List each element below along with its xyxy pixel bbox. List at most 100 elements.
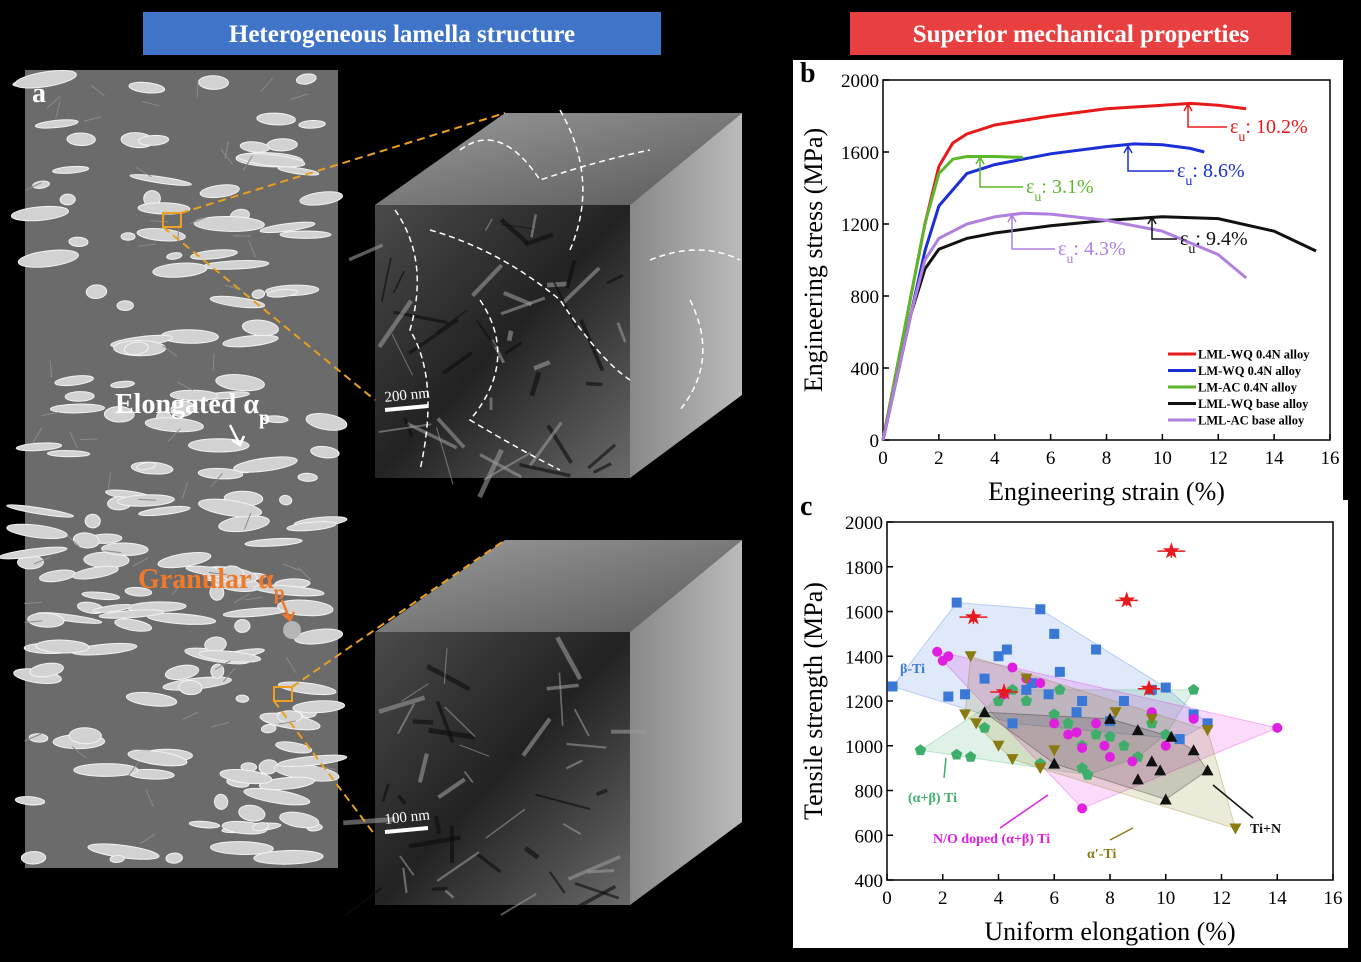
y-tick-label: 1000 bbox=[845, 737, 883, 758]
tem-contrast bbox=[586, 384, 602, 385]
annotation-part: : 8.6% bbox=[1192, 160, 1244, 182]
marker bbox=[943, 651, 953, 661]
marker bbox=[1091, 645, 1101, 655]
marker bbox=[888, 681, 898, 691]
marker bbox=[1189, 714, 1199, 724]
y-tick-label: 2000 bbox=[841, 71, 879, 92]
x-tick-label: 0 bbox=[878, 448, 888, 469]
series-label: Ti+N bbox=[1250, 822, 1281, 837]
annotation-part: ε bbox=[1026, 176, 1034, 198]
panel-label: b bbox=[800, 58, 816, 89]
marker bbox=[1091, 718, 1101, 728]
alpha-lamella bbox=[69, 237, 89, 247]
alpha-lamella bbox=[69, 728, 101, 744]
marker bbox=[1055, 667, 1065, 677]
annotation-part: ε bbox=[1058, 238, 1066, 260]
marker bbox=[1007, 662, 1017, 672]
y-tick-label: 400 bbox=[851, 359, 880, 380]
marker bbox=[1049, 718, 1059, 728]
alpha-lamella bbox=[235, 619, 250, 632]
annotation-sub: u bbox=[1185, 174, 1192, 189]
marker bbox=[1119, 696, 1129, 706]
y-tick-label: 800 bbox=[851, 287, 880, 308]
marker bbox=[1175, 734, 1185, 744]
y-tick-label: 1800 bbox=[845, 558, 883, 579]
x-axis-title: Uniform elongation (%) bbox=[984, 917, 1235, 946]
marker bbox=[1044, 689, 1054, 699]
annotation-part: : 4.3% bbox=[1073, 238, 1125, 260]
marker bbox=[1002, 645, 1012, 655]
alpha-lamella bbox=[65, 391, 94, 401]
tem-contrast bbox=[436, 816, 439, 834]
x-tick-label: 12 bbox=[1209, 448, 1228, 469]
y-tick-label: 1600 bbox=[845, 603, 883, 624]
x-tick-label: 2 bbox=[934, 448, 944, 469]
marker bbox=[1035, 678, 1045, 688]
x-tick-label: 8 bbox=[1102, 448, 1112, 469]
x-axis-title: Engineering strain (%) bbox=[988, 477, 1225, 506]
alpha-lamella bbox=[280, 231, 331, 238]
marker bbox=[943, 692, 953, 702]
x-tick-label: 4 bbox=[994, 888, 1004, 909]
annotation-sub: u bbox=[1066, 252, 1073, 267]
y-tick-label: 400 bbox=[855, 871, 884, 892]
annotation-sub: u bbox=[1034, 190, 1041, 205]
alpha-lamella bbox=[74, 764, 138, 777]
marker bbox=[932, 647, 942, 657]
alpha-lamella bbox=[267, 138, 298, 151]
annotation-part: Elongated α bbox=[115, 389, 259, 420]
alpha-lamella bbox=[117, 301, 134, 311]
y-axis-title: Engineering stress (MPa) bbox=[799, 128, 828, 392]
marker bbox=[1072, 727, 1082, 737]
legend-label: LML-WQ base alloy bbox=[1198, 397, 1309, 411]
alpha-lamella bbox=[60, 194, 76, 205]
annotation-part: Granular α bbox=[138, 564, 274, 595]
marker bbox=[1099, 741, 1109, 751]
annotation-sub: p bbox=[259, 408, 270, 429]
tem-contrast bbox=[587, 870, 614, 872]
marker bbox=[1127, 756, 1137, 766]
x-tick-label: 8 bbox=[1105, 888, 1115, 909]
x-tick-label: 4 bbox=[990, 448, 1000, 469]
marker bbox=[960, 689, 970, 699]
x-tick-label: 10 bbox=[1153, 448, 1172, 469]
x-tick-label: 14 bbox=[1268, 888, 1288, 909]
legend-label: LML-WQ 0.4N alloy bbox=[1198, 348, 1310, 362]
annotation-sub: u bbox=[1238, 130, 1245, 145]
tem-contrast bbox=[509, 331, 511, 341]
annotation-part: : 3.1% bbox=[1041, 176, 1093, 198]
y-tick-label: 1200 bbox=[841, 215, 879, 236]
marker bbox=[1035, 604, 1045, 614]
tem-contrast bbox=[432, 888, 448, 889]
alpha-lamella bbox=[67, 133, 96, 146]
x-tick-label: 14 bbox=[1265, 448, 1285, 469]
y-tick-label: 1400 bbox=[845, 647, 883, 668]
x-tick-label: 2 bbox=[938, 888, 948, 909]
left-title: Heterogeneous lamella structure bbox=[229, 21, 575, 48]
alpha-lamella bbox=[47, 450, 90, 457]
marker bbox=[1105, 752, 1115, 762]
panel-label: c bbox=[800, 491, 812, 522]
x-tick-label: 16 bbox=[1324, 888, 1343, 909]
figure: Heterogeneous lamella structure Superior… bbox=[0, 0, 1361, 962]
y-tick-label: 0 bbox=[870, 431, 880, 452]
annotation-part: : 10.2% bbox=[1245, 116, 1307, 138]
legend-label: LM-WQ 0.4N alloy bbox=[1198, 364, 1302, 378]
cube-front bbox=[375, 632, 630, 905]
marker bbox=[1007, 718, 1017, 728]
annotation-part: : 9.4% bbox=[1195, 228, 1247, 250]
marker bbox=[980, 674, 990, 684]
page: Heterogeneous lamella structure Superior… bbox=[0, 0, 1361, 962]
marker bbox=[1161, 741, 1171, 751]
marker bbox=[1161, 683, 1171, 693]
x-tick-label: 12 bbox=[1212, 888, 1231, 909]
series-label: N/O doped (α+β) Ti bbox=[933, 832, 1050, 847]
tem-contrast bbox=[413, 721, 433, 722]
y-tick-label: 1600 bbox=[841, 143, 879, 164]
alpha-lamella bbox=[121, 233, 135, 241]
y-tick-label: 800 bbox=[855, 782, 884, 803]
annotation-sub: u bbox=[1188, 242, 1195, 257]
y-tick-label: 2000 bbox=[845, 513, 883, 534]
series-label: β-Ti bbox=[900, 662, 925, 677]
marker bbox=[1077, 743, 1087, 753]
